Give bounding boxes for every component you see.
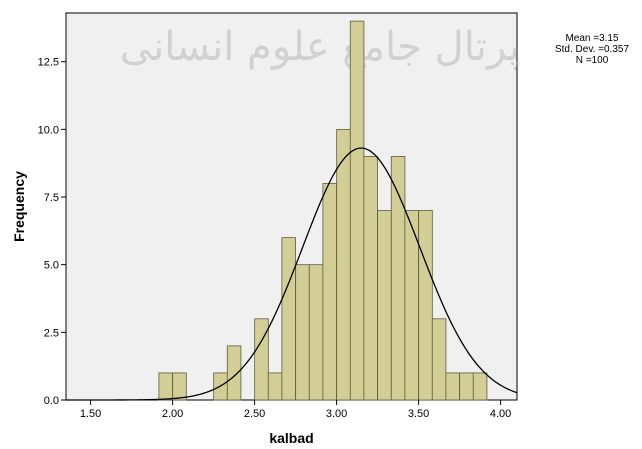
stats-std-dev: Std. Dev. =0.357 [554,44,630,55]
y-tick-label: 0.0 [44,395,59,407]
stats-box: Mean =3.15 Std. Dev. =0.357 N =100 [542,33,642,66]
histogram-bar [267,372,283,401]
y-tick-label: 10.0 [38,124,59,136]
y-axis-title: Frequency [11,171,27,242]
histogram-bar [377,210,392,401]
histogram-bar [172,372,187,401]
y-tick-label: 2.5 [44,327,59,339]
histogram-bar [472,372,488,401]
histogram-bar [336,128,351,401]
histogram-bar [418,210,433,401]
histogram-bar [295,264,310,401]
x-tick-label: 4.00 [490,408,511,420]
x-tick-label: 2.00 [162,408,183,420]
histogram-bar [445,372,460,401]
y-tick-label: 12.5 [38,57,59,69]
histogram-bar [349,20,365,401]
normal-curve [66,147,518,401]
histogram-bar [226,345,242,401]
histogram-bar [158,372,173,401]
x-tick-label: 3.00 [326,408,347,420]
histogram-bar [308,264,324,401]
histogram-bar [281,237,296,401]
y-tick-label: 5.0 [44,260,59,272]
histogram-bar [363,156,378,401]
bars [158,20,488,401]
y-tick-label: 7.5 [44,192,59,204]
histogram-bar [254,318,269,401]
histogram-bar [459,372,474,401]
histogram-bar [431,318,447,401]
x-tick-label: 2.50 [244,408,265,420]
x-tick-label: 3.50 [408,408,429,420]
stats-n: N =100 [575,55,609,66]
histogram-bar [322,183,337,401]
x-tick-label: 1.50 [80,408,101,420]
stats-mean: Mean =3.15 [565,33,619,44]
x-axis-title: kalbad [269,430,313,446]
watermark-text: پرتال جامع علوم انسانی [120,24,521,70]
axes: 1.50 2.00 2.50 3.00 3.50 4.00 0.0 2.5 5.0 7.5 10.0… [38,57,512,420]
